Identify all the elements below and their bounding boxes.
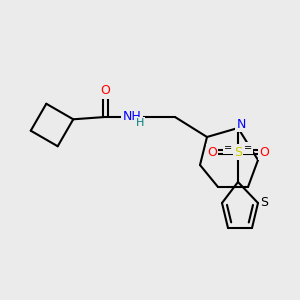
Text: S: S: [234, 146, 242, 158]
Text: N: N: [236, 118, 246, 130]
Text: =: =: [244, 143, 252, 153]
Text: O: O: [259, 146, 269, 158]
Text: O: O: [207, 146, 217, 158]
Text: NH: NH: [123, 110, 141, 122]
Text: =: =: [224, 143, 232, 153]
Text: O: O: [100, 85, 110, 98]
Text: H: H: [136, 118, 144, 128]
Text: S: S: [260, 196, 268, 209]
